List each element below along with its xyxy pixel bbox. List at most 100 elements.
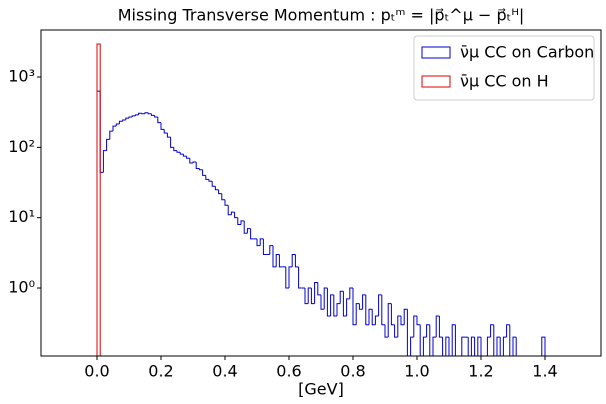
histogram-bin: [342, 291, 347, 317]
histogram-bin: [173, 147, 177, 152]
legend-box: [413, 35, 595, 101]
histogram-bin: [336, 303, 341, 317]
histogram-bin: [275, 253, 280, 267]
histogram-bin: [515, 337, 517, 356]
histogram-bin: [166, 132, 171, 138]
histogram-bin: [454, 324, 456, 356]
histogram-bin: [429, 324, 431, 356]
histogram-bin: [320, 294, 325, 310]
histogram-bin: [259, 238, 264, 246]
legend-label: ν̄μ CC on Carbon: [460, 43, 594, 62]
histogram-bin: [365, 294, 369, 326]
histogram-bin: [381, 294, 385, 326]
histogram-bin: [163, 129, 168, 134]
histogram-bin: [208, 179, 213, 182]
histogram-bin: [237, 217, 241, 225]
histogram-bin: [371, 309, 376, 326]
histogram-bin: [147, 112, 152, 115]
histogram-bin: [186, 156, 190, 159]
histogram-bin: [419, 324, 421, 356]
histogram-bin: [310, 288, 315, 305]
histogram-bin: [304, 288, 309, 305]
histogram-bin: [477, 336, 481, 356]
histogram-bin: [499, 337, 501, 356]
histogram-bin: [422, 336, 427, 356]
histogram-bin: [141, 113, 145, 115]
histogram-bin: [125, 117, 129, 120]
histogram-bin: [432, 336, 437, 356]
x-axis-label: [GeV]: [298, 380, 344, 399]
histogram-bin: [326, 288, 331, 317]
histogram-bin: [285, 266, 289, 289]
histogram-bin: [461, 336, 465, 356]
histogram-bin: [330, 294, 334, 317]
histogram-bin: [490, 324, 494, 338]
histogram-bin: [176, 150, 181, 153]
histogram-bin: [202, 169, 206, 176]
histogram-bin: [307, 287, 312, 304]
y-tick-label: 10⁰: [8, 278, 35, 297]
y-tick-label: 10¹: [8, 207, 35, 226]
histogram-bin: [182, 154, 187, 157]
histogram-bin: [496, 336, 501, 356]
histogram-bin: [170, 137, 174, 148]
histogram-bin: [352, 288, 357, 326]
histogram-bin: [115, 123, 120, 127]
x-tick-label: 1.0: [404, 362, 429, 381]
histogram-bin: [109, 130, 113, 140]
histogram-bin: [333, 294, 337, 317]
histogram-bin: [509, 324, 511, 356]
histogram-bin: [218, 189, 222, 195]
histogram-bin: [368, 308, 373, 325]
histogram-bin: [474, 337, 476, 356]
histogram-bin: [355, 303, 360, 325]
legend-swatch: [421, 75, 451, 88]
histogram-bin: [323, 287, 328, 310]
histogram-bin: [211, 181, 216, 187]
histogram-bin: [397, 315, 401, 338]
histogram-bin: [240, 220, 245, 225]
histogram-bin: [451, 324, 456, 356]
histogram-bin: [278, 254, 283, 268]
histogram-bin: [154, 115, 158, 118]
histogram-bin: [387, 303, 392, 338]
histogram-bin: [131, 115, 136, 118]
histogram-bin: [426, 324, 430, 338]
histogram-bin: [205, 175, 209, 180]
histogram-bin: [227, 205, 232, 216]
histogram-bin: [230, 211, 235, 215]
histogram-bin: [150, 113, 155, 116]
histogram-bin: [224, 199, 229, 206]
histogram-bin: [480, 337, 482, 356]
x-tick-label: 0.2: [148, 362, 173, 381]
x-tick-label: 0.6: [276, 362, 301, 381]
histogram-bin: [294, 254, 299, 268]
histogram-bin: [448, 337, 450, 356]
x-tick-label: 0.4: [212, 362, 237, 381]
histogram-bin: [221, 193, 225, 201]
histogram-bin: [390, 303, 395, 326]
x-tick-label: 0.8: [340, 362, 365, 381]
histogram-bin: [243, 220, 248, 234]
histogram-bin: [189, 158, 193, 164]
x-tick-label: 0.0: [84, 362, 109, 381]
histogram-bin: [214, 186, 219, 191]
histogram-bin: [358, 303, 363, 310]
x-tick-label: 1.4: [532, 362, 557, 381]
histogram-bin: [179, 152, 184, 155]
histogram-bin: [262, 238, 267, 255]
histogram-bin: [112, 125, 117, 132]
histogram-bin: [442, 337, 444, 356]
histogram-bin: [195, 161, 200, 170]
chart-title: Missing Transverse Momentum : pₜᵐ = |p⃗ₜ…: [118, 6, 525, 25]
histogram-bin: [160, 122, 165, 130]
histogram-bin: [269, 245, 273, 255]
histogram-bin: [106, 138, 110, 151]
histogram-bin: [378, 294, 382, 317]
histogram-bin: [138, 112, 142, 115]
y-tick-label: 10³: [8, 67, 35, 86]
histogram-bin: [288, 266, 293, 289]
histogram-bin: [403, 308, 408, 325]
histogram-bin: [298, 266, 302, 289]
